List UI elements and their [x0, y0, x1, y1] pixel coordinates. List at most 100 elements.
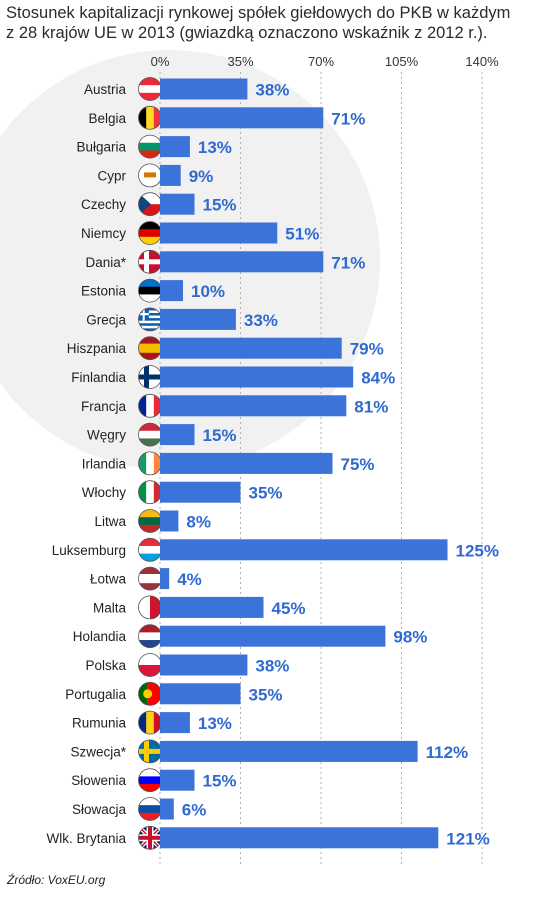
- category-label: Finlandia: [71, 370, 126, 385]
- flag-icon: [138, 307, 162, 332]
- value-label: 15%: [203, 196, 237, 215]
- category-label: Dania*: [85, 255, 126, 270]
- category-label: Hiszpania: [67, 341, 127, 356]
- flag-icon: [138, 221, 162, 245]
- bar: [160, 78, 248, 100]
- flag-icon: [138, 451, 162, 476]
- category-label: Bułgaria: [76, 140, 126, 155]
- value-label: 38%: [255, 81, 289, 100]
- chart-row: Austria 38%: [84, 77, 289, 101]
- flag-icon: [138, 537, 162, 562]
- flag-icon: [138, 710, 162, 735]
- category-label: Austria: [84, 82, 127, 97]
- category-label: Polska: [85, 658, 126, 673]
- chart-row: Belgia 71%: [88, 105, 365, 130]
- flag-icon: [138, 422, 162, 447]
- value-label: 4%: [177, 570, 202, 589]
- bar: [160, 452, 333, 474]
- chart-row: Węgry 15%: [87, 422, 237, 447]
- category-label: Francja: [81, 399, 127, 414]
- chart-rows: Austria 38% Belgia 71% Bułgaria 13% Cypr 9% Czec…: [46, 77, 499, 850]
- category-label: Luksemburg: [52, 543, 126, 558]
- category-label: Niemcy: [81, 226, 126, 241]
- flag-icon: [138, 768, 162, 793]
- category-label: Włochy: [82, 485, 127, 500]
- x-tick-label: 0%: [151, 54, 170, 69]
- value-label: 98%: [393, 628, 427, 647]
- category-label: Portugalia: [65, 687, 126, 702]
- chart-row: Rumunia 13%: [72, 710, 232, 735]
- chart-row: Estonia 10%: [81, 278, 225, 303]
- bar: [160, 280, 183, 302]
- flag-icon: [138, 624, 162, 649]
- chart-row: Francja 81%: [81, 393, 388, 418]
- category-label: Łotwa: [90, 572, 127, 587]
- flag-icon: [138, 393, 162, 418]
- bar: [160, 222, 278, 244]
- bar: [160, 366, 354, 388]
- chart-row: Hiszpania 79%: [67, 336, 384, 361]
- category-label: Rumunia: [72, 716, 127, 731]
- bar: [160, 827, 439, 849]
- value-label: 13%: [198, 714, 232, 733]
- value-label: 79%: [350, 340, 384, 359]
- category-label: Węgry: [87, 428, 126, 443]
- flag-icon: [138, 739, 162, 764]
- bar: [160, 654, 248, 676]
- flag-icon: [138, 509, 162, 533]
- value-label: 33%: [244, 311, 278, 330]
- category-label: Cypr: [97, 168, 126, 183]
- flag-icon: [138, 105, 162, 130]
- bar: [160, 798, 174, 820]
- chart-row: Słowacja 6%: [72, 797, 207, 821]
- value-label: 75%: [341, 455, 375, 474]
- flag-icon: [138, 134, 162, 159]
- bar: [160, 712, 190, 734]
- value-label: 71%: [331, 109, 365, 128]
- flag-icon: [138, 480, 162, 505]
- chart-row: Luksemburg 125%: [52, 537, 499, 562]
- value-label: 6%: [182, 801, 207, 820]
- chart-row: Irlandia 75%: [82, 451, 375, 476]
- chart-row: Finlandia 84%: [71, 365, 395, 389]
- bar: [160, 164, 181, 186]
- flag-icon: [138, 249, 162, 274]
- flag-icon: [138, 192, 162, 217]
- bar: [160, 481, 241, 503]
- value-label: 121%: [446, 829, 489, 848]
- chart-row: Bułgaria 13%: [76, 134, 232, 159]
- bar: [160, 568, 170, 590]
- value-label: 125%: [456, 541, 499, 560]
- flag-icon: [138, 681, 162, 706]
- bar: [160, 539, 448, 561]
- value-label: 81%: [354, 397, 388, 416]
- value-label: 38%: [255, 657, 289, 676]
- category-label: Litwa: [94, 514, 126, 529]
- flag-icon: [138, 77, 162, 101]
- chart-row: Wlk. Brytania 121%: [46, 825, 490, 850]
- bar: [160, 740, 418, 762]
- bar: [160, 769, 195, 791]
- chart-title: Stosunek kapitalizacji rynkowej spółek g…: [6, 3, 546, 43]
- category-label: Belgia: [88, 111, 126, 126]
- category-label: Estonia: [81, 284, 127, 299]
- chart-row: Niemcy 51%: [81, 221, 319, 245]
- x-tick-label: 70%: [308, 54, 334, 69]
- chart-title-line-2: z 28 krajów UE w 2013 (gwiazdką oznaczon…: [6, 24, 488, 42]
- bar: [160, 136, 190, 158]
- value-label: 8%: [186, 513, 211, 532]
- flag-icon: [138, 653, 162, 677]
- value-label: 15%: [203, 426, 237, 445]
- bar: [160, 596, 264, 618]
- category-label: Słowenia: [71, 773, 126, 788]
- chart-row: Grecja 33%: [86, 307, 278, 332]
- chart-row: Litwa 8%: [94, 509, 211, 533]
- chart-row: Włochy 35%: [82, 480, 283, 505]
- value-label: 51%: [285, 225, 319, 244]
- category-label: Wlk. Brytania: [46, 831, 126, 846]
- flag-icon: [138, 566, 162, 591]
- flag-icon: [138, 336, 162, 361]
- x-tick-label: 35%: [227, 54, 253, 69]
- value-label: 71%: [331, 253, 365, 272]
